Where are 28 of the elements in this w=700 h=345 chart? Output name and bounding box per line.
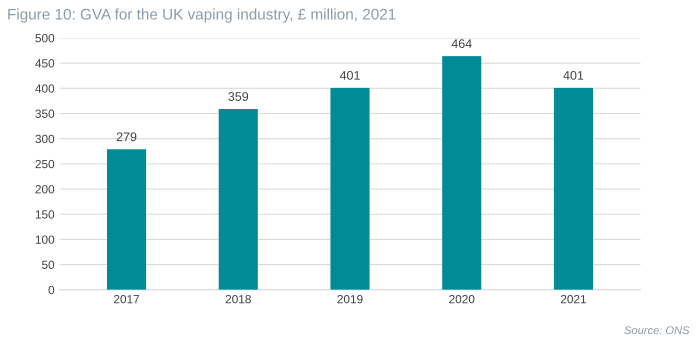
data-label: 359 (228, 92, 248, 101)
x-tick-label: 2020 (449, 294, 474, 304)
bar (218, 108, 258, 290)
data-label: 401 (563, 70, 584, 80)
x-tick-label: 2019 (337, 294, 363, 304)
data-label: 464 (452, 39, 472, 48)
y-tick-label: 200 (36, 185, 54, 194)
y-tick-label: 300 (35, 134, 54, 144)
y-tick-label: 150 (36, 210, 54, 219)
y-tick-label: 400 (35, 84, 54, 93)
y-tick-label: 50 (42, 260, 54, 270)
data-label: 401 (340, 70, 360, 80)
x-tick-label: 2018 (226, 294, 251, 304)
y-tick-label: 100 (36, 235, 54, 244)
y-tick-label: 350 (35, 110, 54, 118)
x-tick-label: 2017 (114, 294, 140, 304)
y-tick-label: 500 (35, 34, 54, 42)
bar (330, 88, 370, 290)
x-tick-label: 2021 (560, 294, 586, 304)
data-label: 279 (116, 132, 136, 142)
y-tick-label: 0 (48, 286, 54, 294)
bar (554, 88, 594, 290)
y-tick-label: 450 (35, 59, 54, 68)
bar (442, 56, 482, 290)
y-tick-label: 250 (36, 160, 54, 168)
source-note: Source: ONS (624, 326, 690, 334)
bar (106, 149, 146, 290)
chart-title: Figure 10: GVA for the UK vaping industry, £ million, 2021 (8, 8, 396, 23)
